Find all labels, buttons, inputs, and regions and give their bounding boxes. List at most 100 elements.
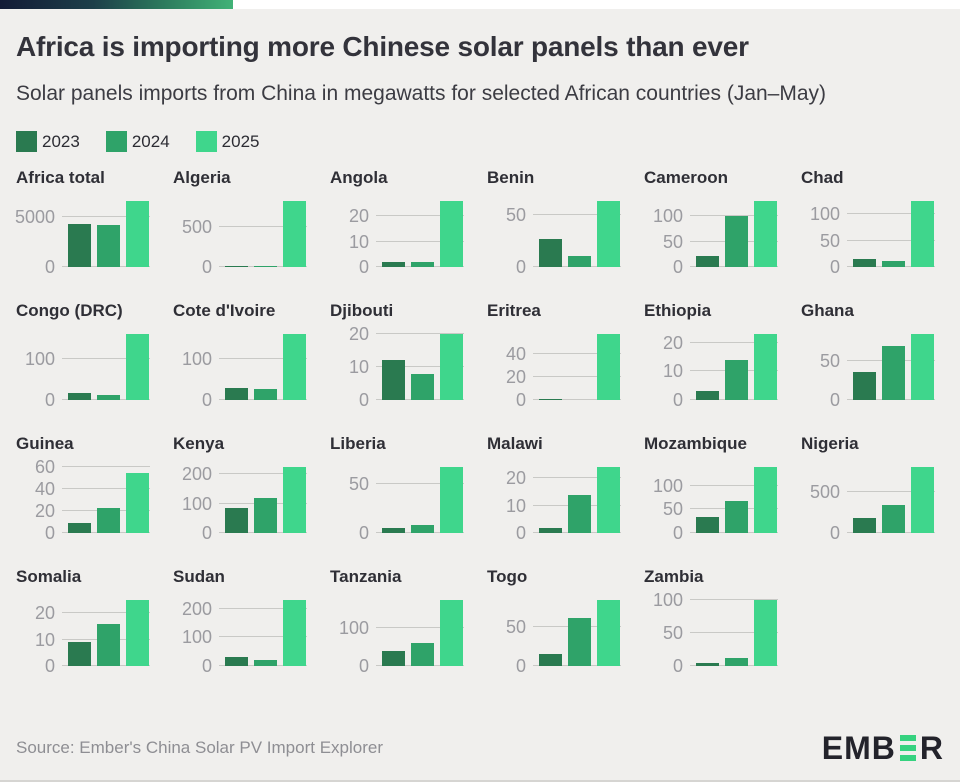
- chart-title-tanzania: Tanzania: [330, 567, 402, 586]
- chart-title-benin: Benin: [487, 168, 535, 187]
- y-tick-label: 0: [358, 523, 369, 543]
- bar-2025: [283, 600, 306, 666]
- y-axis-labels: 0 10 20: [330, 325, 376, 409]
- y-axis-labels: 0 20 40 60: [16, 458, 62, 542]
- chart-cell-ghana: Ghana 0 50: [801, 301, 944, 409]
- chart-cell-malawi: Malawi 0 10 20: [487, 434, 630, 542]
- chart-cell-tanzania: Tanzania 0 100: [330, 567, 473, 675]
- mini-bar-chart-djibouti: 0 10 20: [330, 325, 473, 409]
- y-tick-label: 50: [662, 499, 683, 520]
- plot-area: [219, 334, 307, 400]
- y-tick-label: 200: [181, 598, 212, 619]
- gridline-10: [376, 366, 464, 367]
- mini-bar-chart-chad: 0 50 100: [801, 201, 944, 276]
- source-text: Source: Ember's China Solar PV Import Ex…: [16, 738, 384, 757]
- y-tick-label: 100: [181, 627, 212, 648]
- bar-2023: [539, 398, 562, 400]
- y-tick-label: 0: [829, 257, 840, 277]
- gridline-50: [690, 632, 778, 633]
- y-tick-label: 50: [662, 231, 683, 252]
- chart-cell-ethiopia: Ethiopia 0 10 20: [644, 301, 787, 409]
- y-tick-label: 50: [662, 623, 683, 643]
- gridline-40: [62, 488, 150, 489]
- chart-title-mozambique: Mozambique: [644, 434, 747, 453]
- charts-grid: Africa total 0 5000 Algeria 0 500 Angola 0 10 20 B…: [15, 168, 944, 675]
- bar-2024: [411, 261, 434, 267]
- bar-2024: [254, 497, 277, 533]
- y-tick-label: 20: [348, 324, 369, 344]
- bar-2023: [539, 239, 562, 267]
- gridline-100: [219, 357, 307, 359]
- chart-title-cameroon: Cameroon: [644, 168, 729, 187]
- legend-label: 2023: [42, 131, 80, 151]
- bar-2024: [568, 494, 591, 533]
- mini-bar-chart-malawi: 0 10 20: [487, 467, 630, 542]
- chart-cell-benin: Benin 0 50: [487, 168, 630, 276]
- gridline-10: [376, 240, 464, 242]
- mini-bar-chart-congo-drc: 0 100: [16, 334, 159, 409]
- y-tick-label: 0: [358, 656, 369, 676]
- legend-swatch-2025: [195, 131, 217, 152]
- chart-cell-africa-total: Africa total 0 5000: [15, 168, 159, 276]
- y-tick-label: 100: [24, 348, 55, 369]
- y-axis-labels: 0 5000: [15, 201, 62, 276]
- mini-bar-chart-algeria: 0 500: [173, 201, 316, 276]
- bar-2025: [440, 467, 463, 533]
- gridline-500: [219, 225, 307, 227]
- bar-2023: [853, 518, 876, 533]
- chart-title-congo-drc: Congo (DRC): [16, 301, 123, 320]
- y-axis-labels: 0 100: [16, 334, 62, 409]
- chart-cell-algeria: Algeria 0 500: [173, 168, 316, 276]
- legend-item-2024: 2024: [105, 131, 170, 152]
- y-tick-label: 0: [672, 656, 683, 676]
- gridline-50: [847, 239, 935, 241]
- mini-bar-chart-zambia: 0 50 100: [644, 591, 787, 675]
- bar-2025: [911, 334, 934, 400]
- y-axis-labels: 0 10 20: [330, 201, 376, 276]
- chart-title-nigeria: Nigeria: [801, 434, 859, 453]
- bar-2024: [97, 507, 120, 533]
- gridline-0: [533, 399, 621, 400]
- y-tick-label: 50: [819, 351, 840, 372]
- brand-gradient-bar: [0, 0, 233, 9]
- mini-bar-chart-tanzania: 0 100: [330, 600, 473, 675]
- bar-2025: [126, 472, 149, 533]
- bar-2025: [754, 467, 777, 533]
- bar-2024: [725, 359, 748, 400]
- y-tick-label: 100: [181, 493, 212, 514]
- plot-area: [847, 467, 935, 533]
- bar-2023: [696, 391, 719, 400]
- chart-cell-sudan: Sudan 0 100 200: [173, 567, 316, 675]
- bar-2025: [440, 334, 463, 400]
- gridline-100: [690, 599, 778, 600]
- chart-title-eritrea: Eritrea: [487, 301, 541, 320]
- y-tick-label: 0: [44, 257, 55, 277]
- plot-area: [62, 201, 150, 267]
- gridline-50: [533, 214, 621, 216]
- legend-swatch-2024: [105, 131, 127, 152]
- bar-2025: [283, 467, 306, 533]
- gridline-40: [533, 352, 621, 354]
- bar-2023: [539, 654, 562, 666]
- plot-area: [533, 600, 621, 666]
- gridline-20: [690, 341, 778, 343]
- bar-2024: [882, 504, 905, 533]
- plot-area: [690, 467, 778, 533]
- plot-area: [62, 334, 150, 400]
- gridline-20: [62, 612, 150, 614]
- y-axis-labels: 0 50: [487, 600, 533, 675]
- gridline-100: [847, 213, 935, 215]
- y-tick-label: 100: [181, 348, 212, 369]
- bar-2025: [283, 201, 306, 267]
- bar-2023: [225, 508, 248, 533]
- y-axis-labels: 0 50: [330, 467, 376, 542]
- bar-2025: [597, 334, 620, 400]
- y-tick-label: 100: [652, 206, 683, 227]
- mini-bar-chart-mozambique: 0 50 100: [644, 467, 787, 542]
- bar-2023: [68, 642, 91, 666]
- bar-2025: [911, 467, 934, 533]
- mini-bar-chart-ghana: 0 50: [801, 334, 944, 409]
- y-tick-label: 0: [44, 390, 55, 410]
- y-axis-labels: 0 10 20: [644, 334, 690, 409]
- chart-cell-cote-d-ivoire: Cote d'Ivoire 0 100: [173, 301, 316, 409]
